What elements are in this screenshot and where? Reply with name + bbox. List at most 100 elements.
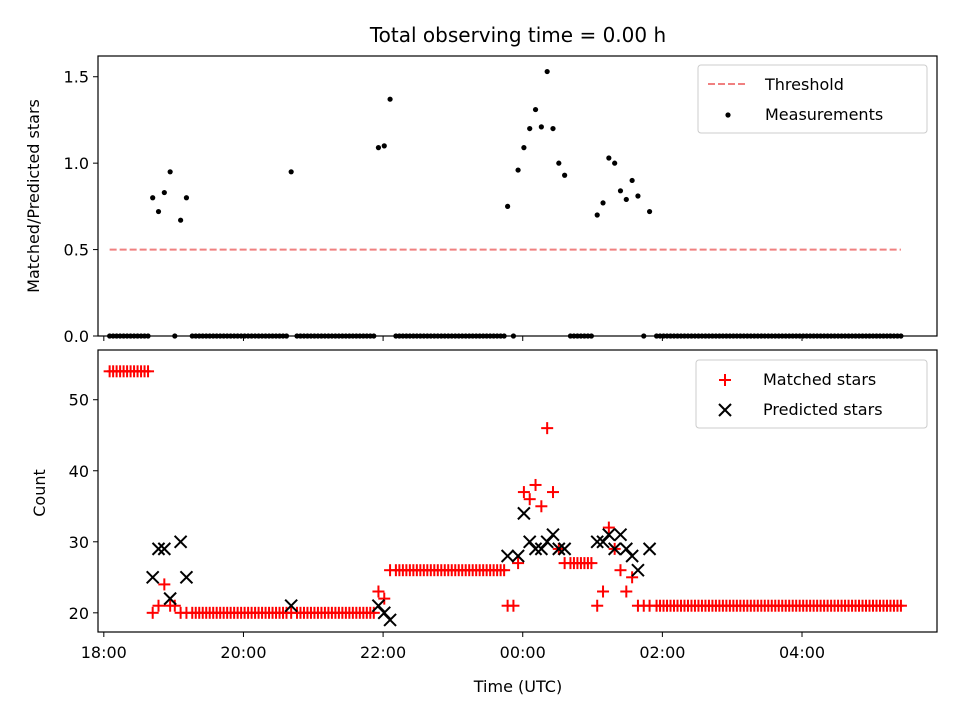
measurement-point: [594, 212, 600, 218]
predicted-star-point: [284, 599, 298, 613]
legend-matched-label: Matched stars: [763, 370, 876, 389]
bottom-y-axis-title: Count: [30, 469, 49, 517]
measurement-point: [521, 145, 527, 151]
measurement-point: [646, 208, 653, 215]
bottom-y-tick-label: 40: [69, 462, 89, 481]
top-y-tick-label: 1.5: [64, 68, 89, 87]
measurement-point: [550, 125, 556, 132]
predicted-star-point: [546, 527, 560, 542]
predicted-star-point: [557, 542, 572, 556]
top-legend-box: [697, 64, 928, 134]
measurement-point: [288, 169, 294, 175]
matched-star-point: [378, 592, 391, 605]
predicted-star-point: [179, 570, 194, 585]
measurement-point: [161, 189, 167, 196]
matched-star-point: [894, 599, 907, 612]
bottom-x-axis: 18:00 20:00 22:00 00:00 02:00 04:00: [81, 632, 825, 662]
legend-measurements-label: Measurements: [765, 105, 883, 124]
matched-star-point: [142, 365, 155, 378]
predicted-star-point: [613, 527, 628, 542]
chart-title: Total observing time = 0.00 h: [369, 23, 666, 47]
top-plot-area: [107, 68, 904, 339]
measurement-point: [381, 143, 387, 149]
legend-predicted-swatch: [718, 403, 732, 417]
predicted-star-point: [383, 613, 397, 627]
measurement-point: [375, 145, 382, 151]
measurement-point: [155, 208, 162, 215]
matched-star-point: [626, 571, 639, 584]
measurement-point: [538, 124, 544, 130]
predicted-star-point: [163, 591, 177, 606]
matched-star-point: [507, 599, 520, 612]
top-legend: Threshold Measurements: [697, 64, 928, 134]
legend-matched-swatch: [719, 374, 731, 386]
measurement-point: [635, 193, 641, 199]
measurement-point: [629, 177, 635, 184]
top-y-tick-label: 0.5: [64, 241, 89, 260]
predicted-star-point: [517, 506, 531, 521]
top-y-tick-label: 1.0: [64, 154, 89, 173]
matched-star-point: [585, 557, 598, 570]
measurement-point: [606, 155, 612, 161]
top-x-axis: [103, 336, 803, 341]
matched-star-point: [591, 599, 604, 612]
matched-star-point: [523, 493, 536, 506]
measurement-point: [387, 96, 393, 102]
bottom-y-tick-label: 50: [69, 391, 89, 410]
matched-star-point: [529, 478, 542, 491]
x-axis-title: Time (UTC): [473, 677, 562, 696]
legend-predicted-label: Predicted stars: [763, 400, 883, 419]
predicted-star-point: [552, 542, 566, 556]
bottom-x-tick-label: 04:00: [779, 643, 825, 662]
matched-star-point: [498, 564, 511, 577]
matched-star-point: [602, 521, 615, 534]
matched-star-point: [152, 599, 165, 612]
predicted-star-point: [500, 549, 515, 563]
bottom-axes-frame: [97, 349, 938, 633]
matched-star-point: [168, 599, 181, 612]
predicted-star-point: [145, 570, 160, 585]
measurement-point: [600, 200, 606, 206]
matched-star-point: [512, 557, 525, 570]
matched-star-point: [367, 606, 380, 619]
predicted-star-point: [590, 535, 604, 549]
matched-star-point: [146, 606, 159, 619]
bottom-legend: Matched stars Predicted stars: [695, 359, 928, 429]
measurement-point: [623, 196, 629, 203]
predicted-star-point: [511, 549, 525, 563]
measurement-point: [562, 172, 568, 178]
top-y-axis: 0.0 0.5 1.0 1.5: [64, 68, 98, 346]
bottom-y-axis: 20 30 40 50: [69, 391, 98, 623]
bottom-x-tick-label: 02:00: [639, 643, 685, 662]
predicted-star-point: [173, 535, 188, 549]
legend-measurements-swatch: [725, 112, 731, 118]
bottom-plot-area: [103, 365, 907, 627]
bottom-legend-box: [695, 359, 928, 429]
matched-star-point: [517, 486, 530, 499]
bottom-y-tick-label: 30: [69, 533, 89, 552]
predicted-star-point: [602, 527, 616, 542]
matched-star-point: [546, 486, 559, 499]
measurement-point: [150, 195, 156, 201]
measurement-point: [556, 160, 562, 166]
matched-star-point: [541, 422, 554, 435]
bottom-x-tick-label: 22:00: [360, 643, 406, 662]
predicted-star-point: [151, 542, 166, 556]
predicted-star-point: [528, 542, 543, 556]
measurement-point: [544, 68, 550, 75]
measurement-point: [505, 203, 511, 209]
predicted-star-point: [157, 542, 172, 556]
bottom-x-tick-label: 20:00: [220, 643, 266, 662]
bottom-y-tick-label: 20: [69, 604, 89, 623]
matched-star-point: [597, 585, 610, 598]
matched-star-point: [535, 500, 548, 513]
measurement-point: [612, 160, 618, 166]
measurement-point: [183, 195, 190, 201]
matched-star-point: [614, 564, 627, 577]
predicted-star-point: [625, 549, 639, 563]
bottom-x-tick-label: 18:00: [81, 643, 127, 662]
measurement-point: [527, 125, 533, 132]
matched-star-point: [158, 578, 171, 591]
bottom-x-tick-label: 00:00: [500, 643, 546, 662]
